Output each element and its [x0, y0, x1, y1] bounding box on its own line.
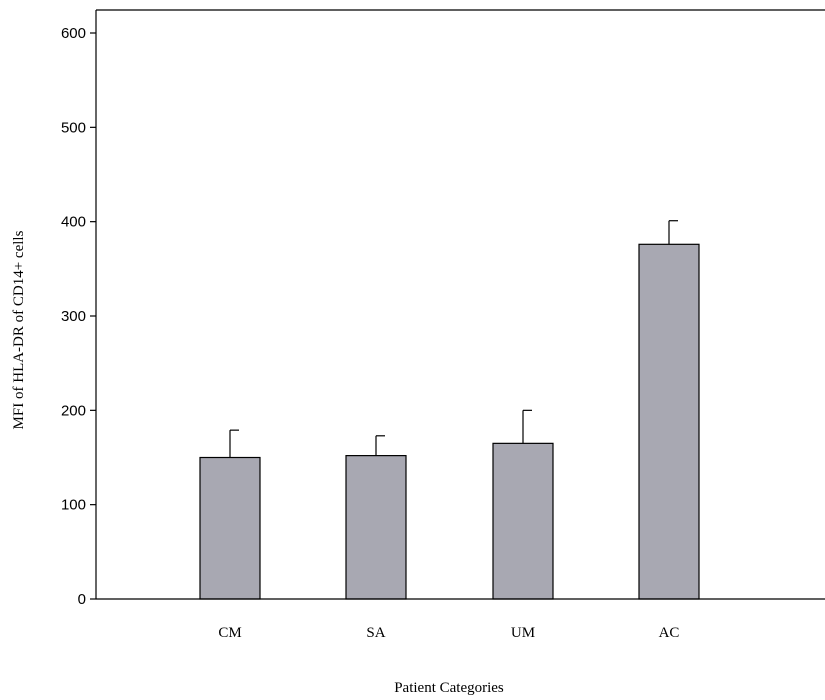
y-tick-label: 100 [61, 497, 86, 514]
y-tick-label: 400 [61, 214, 86, 231]
y-tick-label: 600 [61, 25, 86, 42]
bar-ac [638, 243, 700, 600]
x-tick-label: CM [218, 625, 241, 641]
y-tick-label: 300 [61, 308, 86, 325]
y-tick-label: 200 [61, 402, 86, 419]
y-axis-title: MFI of HLA-DR of CD14+ cells [11, 230, 27, 429]
bars [199, 220, 700, 600]
y-axis-ticks: 0 100 200 300 400 500 600 [61, 25, 96, 608]
x-tick-label: SA [366, 625, 385, 641]
bar-cm [199, 456, 261, 600]
x-axis-ticks: CM SA UM AC [218, 625, 679, 641]
x-axis-title: Patient Categories [394, 680, 504, 696]
y-tick-label: 0 [78, 591, 86, 608]
bar-um [492, 442, 554, 600]
x-tick-label: UM [511, 625, 535, 641]
x-tick-label: AC [659, 625, 680, 641]
y-tick-label: 500 [61, 119, 86, 136]
bar-sa [345, 455, 407, 600]
